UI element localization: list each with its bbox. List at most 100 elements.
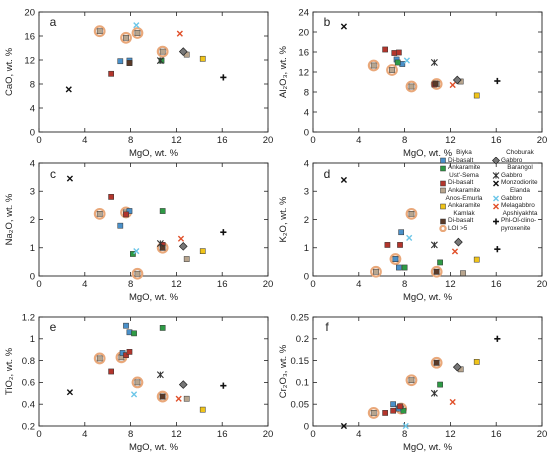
plot-frame bbox=[312, 11, 543, 133]
data-point-loi bbox=[131, 376, 144, 389]
data-point-anos_ank bbox=[199, 55, 206, 62]
data-point-ust_db bbox=[123, 211, 129, 218]
x-tick-label: 8 bbox=[128, 279, 133, 290]
y-tick-label: 3 bbox=[30, 187, 35, 198]
x-tick-label: 0 bbox=[310, 135, 315, 146]
data-point-biyka_db bbox=[396, 264, 402, 271]
y-axis-label: Cr₂O₃, wt. % bbox=[278, 344, 289, 398]
x-tick-label: 12 bbox=[445, 429, 456, 440]
legend-label: Ankaramite bbox=[448, 202, 481, 210]
x-tick-label: 12 bbox=[445, 135, 456, 146]
y-axis-label: Na₂O, wt. % bbox=[4, 193, 15, 245]
x-tick-label: 16 bbox=[217, 135, 228, 146]
data-point-ust_ank bbox=[370, 410, 377, 416]
y-tick-label: 0.2 bbox=[296, 334, 309, 345]
legend-marker bbox=[440, 180, 446, 187]
legend-entry: Ankaramite bbox=[439, 164, 489, 172]
data-point-ust_ank bbox=[123, 34, 129, 41]
legend-group-title: Ust'-Sema bbox=[449, 171, 479, 179]
data-point-anos_ank bbox=[199, 248, 206, 254]
legend-marker bbox=[440, 188, 446, 194]
legend-entry: Gabbro bbox=[492, 195, 548, 203]
plot-frame bbox=[312, 316, 543, 427]
data-point-ust_ank bbox=[370, 62, 377, 69]
data-point-biyka_ank bbox=[130, 251, 136, 257]
data-point-el_mela bbox=[177, 235, 185, 242]
data-point-el_gabbro bbox=[402, 422, 409, 430]
x-tick-label: 8 bbox=[402, 429, 407, 440]
data-point-ust_ank bbox=[159, 48, 166, 55]
data-point-ust_db bbox=[108, 368, 114, 375]
legend-entry: pyroxenite bbox=[492, 225, 548, 233]
data-point-bar_monzo bbox=[340, 176, 348, 184]
y-tick-label: 4 bbox=[304, 107, 309, 118]
data-point-loi bbox=[430, 356, 443, 369]
legend-label: Phl-Ol-clino- bbox=[501, 217, 537, 225]
x-tick-label: 0 bbox=[310, 429, 315, 440]
x-tick-label: 12 bbox=[445, 279, 456, 290]
x-tick-label: 20 bbox=[537, 429, 548, 440]
x-tick-label: 4 bbox=[356, 429, 361, 440]
y-axis-label: CaO, wt. % bbox=[4, 47, 15, 96]
panel-label: c bbox=[50, 167, 56, 181]
y-tick-label: 16 bbox=[298, 47, 309, 58]
data-point-ust_ank bbox=[134, 270, 141, 277]
data-point-loi bbox=[93, 25, 106, 38]
x-tick-label: 0 bbox=[36, 429, 41, 440]
x-tick-label: 20 bbox=[263, 135, 274, 146]
y-tick-label: 0.1 bbox=[296, 378, 309, 389]
legend-label: Monzodiorite bbox=[501, 179, 538, 187]
y-tick-label: 3 bbox=[304, 187, 309, 198]
data-point-ust_ank bbox=[408, 83, 415, 90]
legend-group-title: Kamlak bbox=[453, 209, 475, 217]
legend-label: Di-basalt bbox=[448, 217, 474, 225]
data-point-loi bbox=[430, 265, 443, 278]
plot-frame bbox=[38, 316, 269, 427]
y-tick-label: 1 bbox=[304, 243, 309, 254]
data-point-ust_ank bbox=[408, 211, 415, 217]
y-tick-label: 16 bbox=[24, 31, 35, 42]
y-tick-label: 0 bbox=[30, 271, 35, 282]
data-point-ust_ank bbox=[134, 30, 141, 36]
y-axis-label: K₂O, wt. % bbox=[278, 196, 289, 242]
y-tick-label: 0 bbox=[304, 127, 309, 138]
y-axis-label: TiO₂, wt. % bbox=[4, 347, 15, 395]
data-point-chob_gabbro bbox=[178, 380, 188, 389]
y-tick-label: 0.25 bbox=[291, 312, 310, 323]
data-point-anos_ank bbox=[473, 256, 480, 263]
plot-frame bbox=[38, 162, 269, 277]
y-tick-label: 0 bbox=[304, 271, 309, 282]
data-point-bar_gabbro bbox=[156, 57, 164, 65]
panel-label: b bbox=[324, 15, 331, 29]
y-tick-label: 0.6 bbox=[22, 378, 35, 389]
x-tick-label: 4 bbox=[82, 429, 87, 440]
data-point-ust_db bbox=[396, 49, 402, 56]
data-point-biyka_db bbox=[392, 256, 399, 262]
data-point-ust_ank bbox=[96, 355, 103, 362]
legend-label: pyroxenite bbox=[501, 224, 531, 232]
y-tick-label: 8 bbox=[30, 79, 35, 90]
data-point-ust_db bbox=[384, 242, 391, 248]
data-point-ust_ank bbox=[183, 256, 190, 262]
y-tick-label: 12 bbox=[24, 55, 35, 66]
data-point-aps_phl bbox=[220, 382, 227, 389]
y-tick-label: 20 bbox=[298, 27, 309, 38]
data-point-el_mela bbox=[449, 81, 456, 89]
legend-label: Gabbro bbox=[501, 156, 523, 164]
data-point-el_gabbro bbox=[406, 234, 413, 241]
data-point-bar_gabbro bbox=[430, 59, 438, 66]
data-point-kamlak_db bbox=[433, 359, 440, 366]
data-point-loi bbox=[156, 45, 169, 58]
legend-entry: LOI >5 bbox=[439, 225, 489, 233]
data-point-loi bbox=[367, 407, 380, 419]
data-point-chob_gabbro bbox=[452, 362, 462, 372]
y-tick-label: 4 bbox=[30, 158, 35, 169]
data-point-el_gabbro bbox=[133, 22, 140, 29]
data-point-el_gabbro bbox=[133, 248, 140, 255]
x-tick-label: 0 bbox=[36, 135, 41, 146]
x-axis-label: MgO, wt. % bbox=[403, 442, 453, 453]
legend-label: Di-basalt bbox=[448, 179, 474, 187]
data-point-loi bbox=[405, 207, 418, 220]
panel-label: e bbox=[50, 320, 57, 334]
